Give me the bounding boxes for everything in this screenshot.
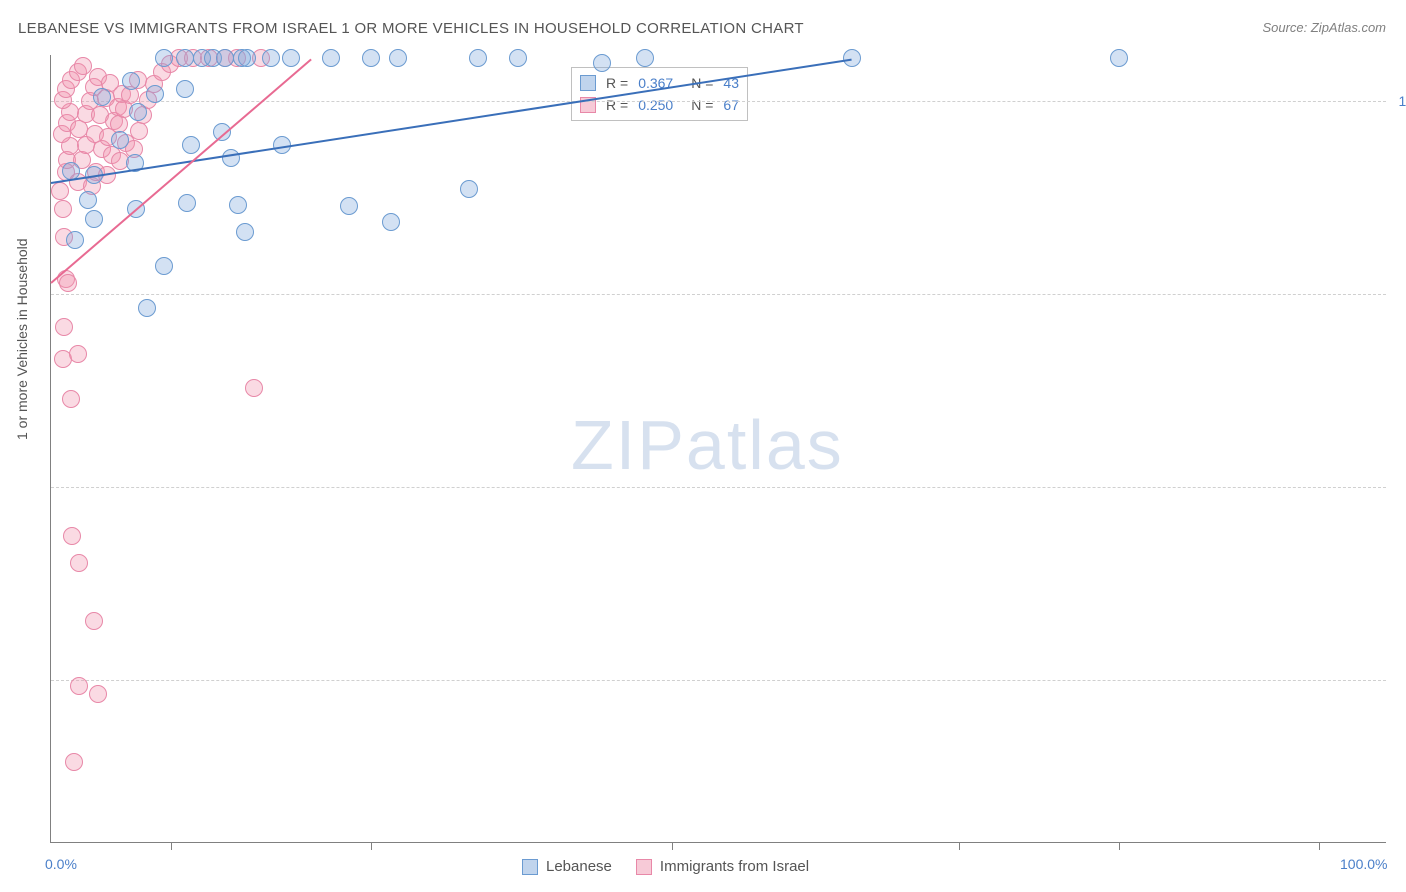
legend-label-blue: Lebanese bbox=[546, 858, 612, 875]
scatter-point-blue bbox=[1110, 49, 1128, 67]
x-tick bbox=[371, 842, 372, 850]
scatter-point-blue bbox=[111, 131, 129, 149]
y-tick-label: 75.0% bbox=[1391, 479, 1406, 495]
stats-row-blue: R = 0.367 N = 43 bbox=[580, 72, 739, 94]
scatter-point-pink bbox=[245, 379, 263, 397]
gridline bbox=[51, 487, 1386, 488]
scatter-point-blue bbox=[593, 54, 611, 72]
scatter-point-pink bbox=[51, 182, 69, 200]
x-tick bbox=[1119, 842, 1120, 850]
scatter-point-pink bbox=[62, 390, 80, 408]
scatter-point-pink bbox=[65, 753, 83, 771]
scatter-point-blue bbox=[138, 299, 156, 317]
scatter-point-pink bbox=[70, 554, 88, 572]
swatch-blue-icon bbox=[580, 75, 596, 91]
scatter-point-pink bbox=[130, 122, 148, 140]
chart-source: Source: ZipAtlas.com bbox=[1262, 20, 1386, 35]
chart-title: LEBANESE VS IMMIGRANTS FROM ISRAEL 1 OR … bbox=[18, 20, 804, 37]
x-tick bbox=[171, 842, 172, 850]
scatter-point-blue bbox=[216, 49, 234, 67]
x-tick bbox=[959, 842, 960, 850]
legend-swatch-pink-icon bbox=[636, 859, 652, 875]
y-axis-title: 1 or more Vehicles in Household bbox=[14, 238, 30, 440]
legend-label-pink: Immigrants from Israel bbox=[660, 858, 809, 875]
bottom-legend: Lebanese Immigrants from Israel bbox=[522, 858, 809, 875]
scatter-point-blue bbox=[66, 231, 84, 249]
stat-r-pink: 0.250 bbox=[638, 94, 673, 116]
scatter-point-blue bbox=[238, 49, 256, 67]
scatter-point-blue bbox=[236, 223, 254, 241]
gridline bbox=[51, 294, 1386, 295]
y-tick-label: 62.5% bbox=[1391, 672, 1406, 688]
scatter-point-pink bbox=[59, 274, 77, 292]
scatter-point-blue bbox=[129, 103, 147, 121]
legend-item-blue: Lebanese bbox=[522, 858, 612, 875]
scatter-point-blue bbox=[262, 49, 280, 67]
scatter-point-pink bbox=[54, 200, 72, 218]
scatter-point-blue bbox=[122, 72, 140, 90]
scatter-point-blue bbox=[176, 80, 194, 98]
scatter-point-blue bbox=[146, 85, 164, 103]
scatter-point-blue bbox=[155, 257, 173, 275]
scatter-point-blue bbox=[460, 180, 478, 198]
legend-swatch-blue-icon bbox=[522, 859, 538, 875]
watermark-bold: ZIP bbox=[571, 406, 686, 484]
chart-plot-area: ZIPatlas R = 0.367 N = 43 R = 0.250 N = … bbox=[50, 55, 1386, 843]
scatter-point-blue bbox=[322, 49, 340, 67]
scatter-point-blue bbox=[229, 196, 247, 214]
scatter-point-pink bbox=[85, 612, 103, 630]
y-tick-label: 100.0% bbox=[1391, 93, 1406, 109]
stat-n-pink: 67 bbox=[723, 94, 739, 116]
scatter-point-blue bbox=[282, 49, 300, 67]
scatter-point-blue bbox=[509, 49, 527, 67]
y-tick-label: 87.5% bbox=[1391, 286, 1406, 302]
scatter-point-blue bbox=[222, 149, 240, 167]
gridline bbox=[51, 101, 1386, 102]
scatter-point-blue bbox=[93, 88, 111, 106]
scatter-point-blue bbox=[155, 49, 173, 67]
scatter-point-blue bbox=[340, 197, 358, 215]
correlation-stats-box: R = 0.367 N = 43 R = 0.250 N = 67 bbox=[571, 67, 748, 121]
gridline bbox=[51, 680, 1386, 681]
scatter-point-blue bbox=[469, 49, 487, 67]
scatter-point-blue bbox=[182, 136, 200, 154]
scatter-point-blue bbox=[176, 49, 194, 67]
scatter-point-pink bbox=[89, 685, 107, 703]
x-tick bbox=[672, 842, 673, 850]
x-axis-label-max: 100.0% bbox=[1340, 856, 1387, 872]
scatter-point-blue bbox=[362, 49, 380, 67]
stat-n-label: N = bbox=[691, 94, 713, 116]
legend-item-pink: Immigrants from Israel bbox=[636, 858, 809, 875]
stat-r-label: R = bbox=[606, 72, 628, 94]
scatter-point-blue bbox=[382, 213, 400, 231]
scatter-point-blue bbox=[178, 194, 196, 212]
scatter-point-pink bbox=[70, 677, 88, 695]
scatter-point-blue bbox=[85, 210, 103, 228]
scatter-point-blue bbox=[843, 49, 861, 67]
watermark-rest: atlas bbox=[686, 406, 844, 484]
x-tick bbox=[1319, 842, 1320, 850]
scatter-point-blue bbox=[389, 49, 407, 67]
scatter-point-pink bbox=[55, 318, 73, 336]
scatter-point-pink bbox=[63, 527, 81, 545]
scatter-point-pink bbox=[69, 345, 87, 363]
scatter-point-blue bbox=[636, 49, 654, 67]
scatter-point-blue bbox=[79, 191, 97, 209]
watermark: ZIPatlas bbox=[571, 405, 844, 485]
x-axis-label-min: 0.0% bbox=[45, 856, 77, 872]
